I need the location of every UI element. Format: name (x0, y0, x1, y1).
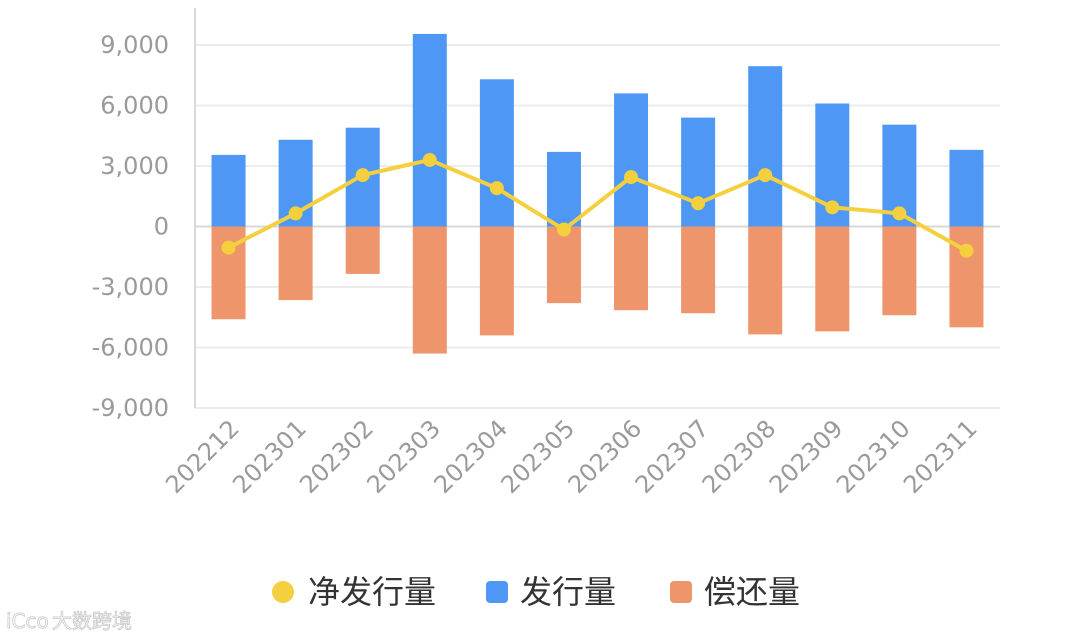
legend-label-issuance: 发行量 (520, 573, 616, 611)
issuance-bar (479, 79, 514, 227)
repayment-bar (278, 226, 313, 301)
x-tick-label: 202212 (160, 414, 245, 499)
repayment-bar (681, 226, 716, 314)
watermark-logo: iCco (6, 609, 49, 633)
issuance-bar (412, 33, 447, 227)
net-issuance-point (758, 168, 773, 183)
x-tick-label: 202305 (496, 414, 581, 499)
legend-marker-issuance (486, 581, 508, 603)
net-issuance-point (959, 243, 974, 258)
legend-marker-net-issuance (272, 581, 294, 603)
repayment-bar (345, 226, 380, 274)
issuance-bar (949, 149, 984, 227)
x-tick-label: 202306 (563, 414, 648, 499)
legend-label-net-issuance: 净发行量 (308, 573, 436, 611)
net-issuance-point (892, 206, 907, 221)
issuance-bar (614, 93, 649, 227)
repayment-bar (949, 226, 984, 328)
y-tick-label: 0 (154, 213, 169, 241)
legend-marker-repayment (670, 581, 692, 603)
legend-label-repayment: 偿还量 (704, 573, 800, 611)
net-issuance-point (355, 168, 370, 183)
repayment-bar (546, 226, 581, 304)
x-tick-label: 202302 (294, 414, 379, 499)
net-issuance-point (624, 170, 639, 185)
issuance-bar (748, 66, 783, 227)
x-tick-label: 202311 (898, 414, 983, 499)
y-tick-label: 3,000 (100, 152, 169, 180)
repayment-bar (412, 226, 447, 354)
net-issuance-point (288, 206, 303, 221)
issuance-bar (211, 154, 246, 227)
net-issuance-point (422, 152, 437, 167)
repayment-bar (882, 226, 917, 316)
x-tick-label: 202308 (697, 414, 782, 499)
net-issuance-point (221, 240, 236, 255)
x-tick-label: 202303 (361, 414, 446, 499)
net-issuance-point (556, 222, 571, 237)
x-tick-label: 202301 (227, 414, 312, 499)
repayment-bar (815, 226, 850, 332)
net-issuance-line (227, 157, 968, 253)
x-tick-label: 202307 (630, 414, 715, 499)
net-issuance-point (489, 181, 504, 196)
y-tick-label: -3,000 (92, 273, 169, 301)
net-issuance-point (691, 196, 706, 211)
issuance-bar (546, 151, 581, 227)
x-tick-label: 202304 (429, 414, 514, 499)
repayment-bar (748, 226, 783, 335)
y-tick-label: -9,000 (92, 394, 169, 422)
y-tick-label: 6,000 (100, 92, 169, 120)
y-tick-label: 9,000 (100, 31, 169, 59)
x-tick-label: 202310 (831, 414, 916, 499)
net-issuance-point (825, 200, 840, 215)
x-tick-label: 202309 (764, 414, 849, 499)
y-tick-label: -6,000 (92, 334, 169, 362)
watermark-text: 大数跨境 (52, 609, 132, 633)
repayment-bar (614, 226, 649, 311)
repayment-bar (479, 226, 514, 336)
